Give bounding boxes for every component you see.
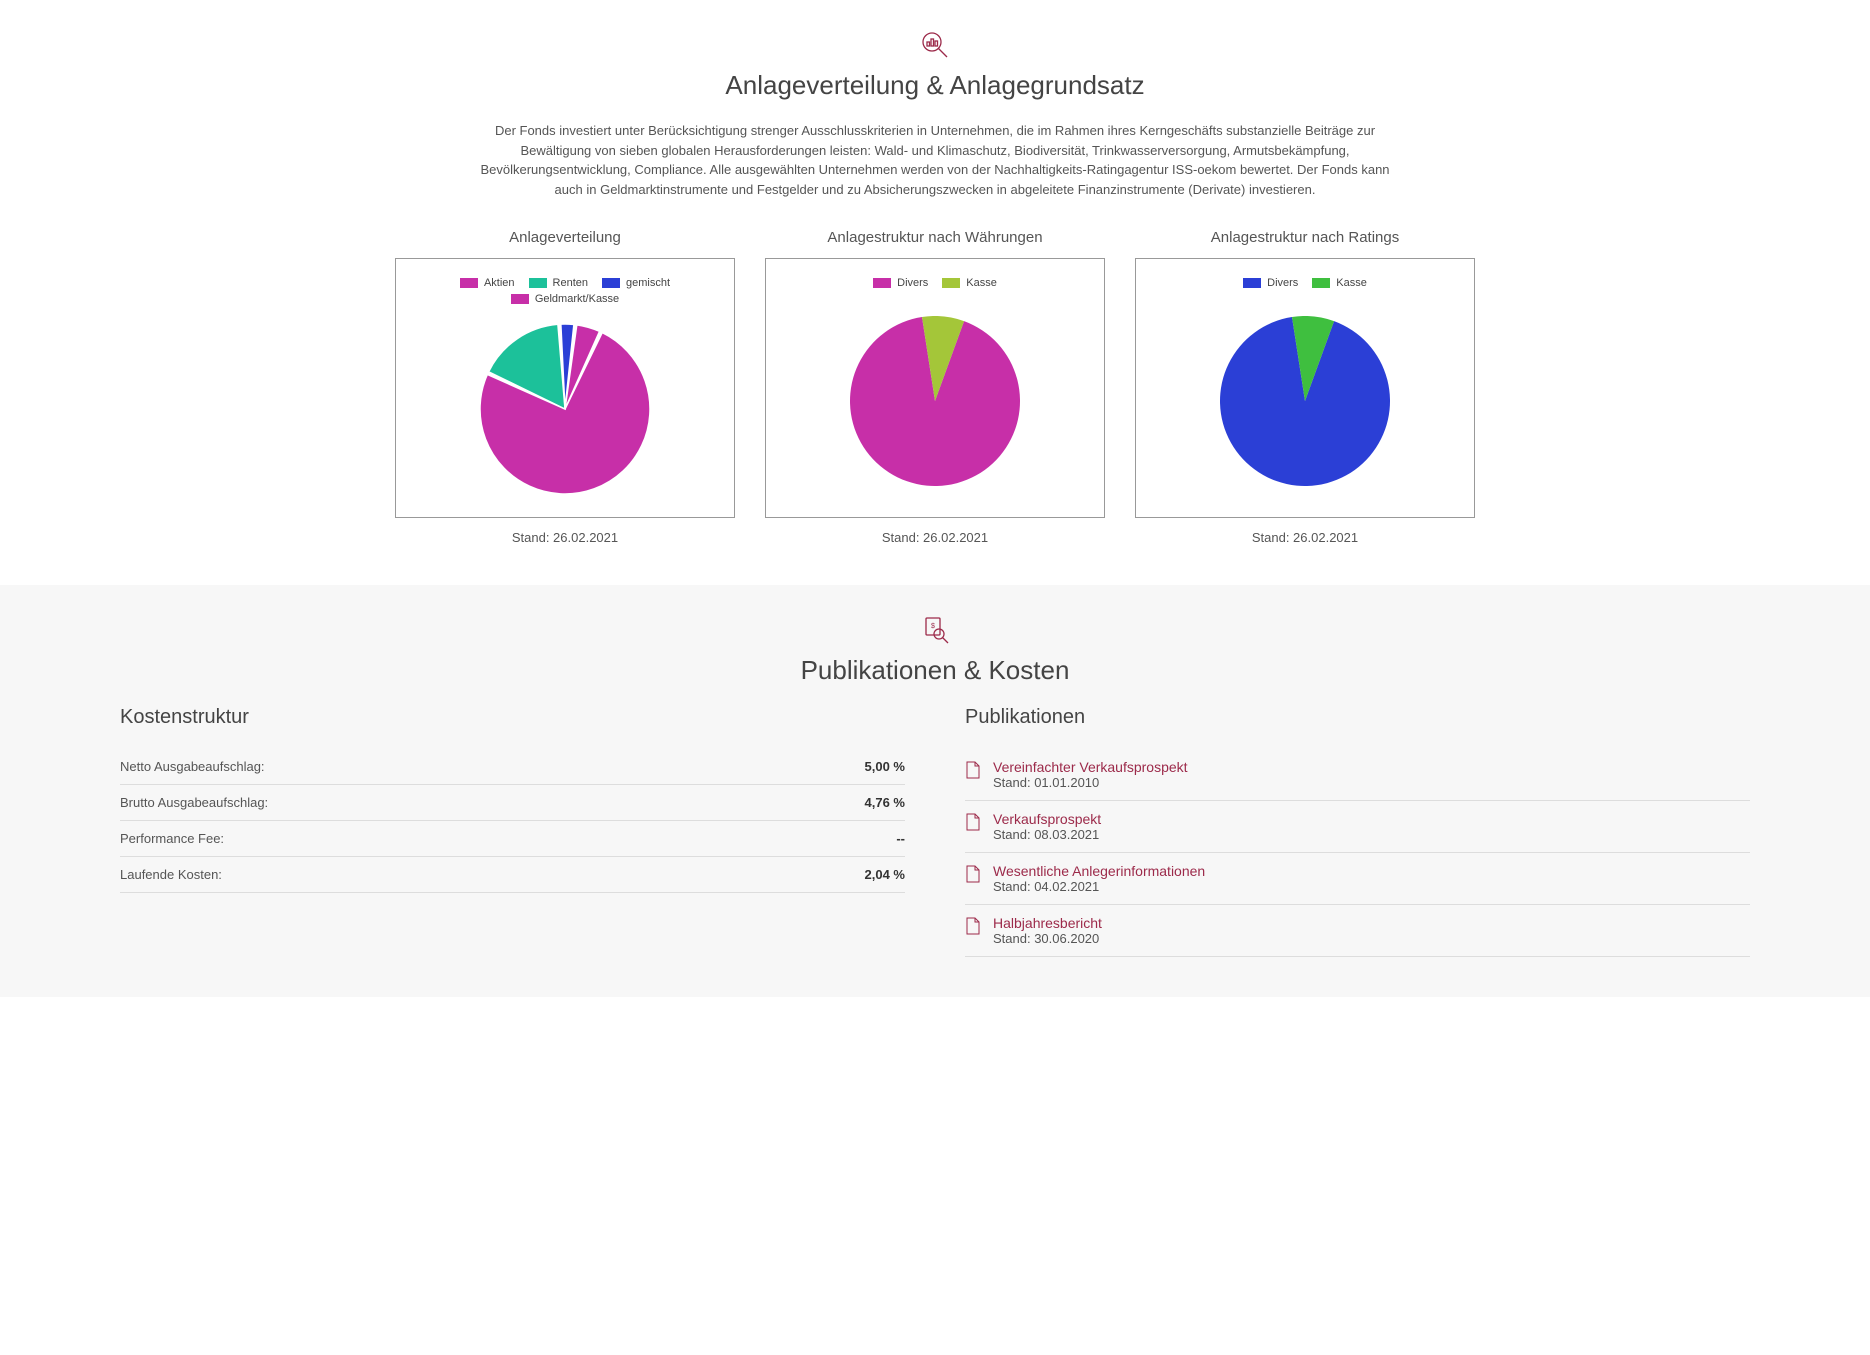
pdf-icon: [965, 813, 981, 836]
legend-swatch: [1243, 278, 1261, 288]
costs-column: Kostenstruktur Netto Ausgabeaufschlag: 5,…: [120, 706, 905, 957]
legend-item: Geldmarkt/Kasse: [511, 293, 619, 305]
cost-value: --: [896, 831, 905, 846]
publications-column: Publikationen Vereinfachter Verkaufspros…: [965, 706, 1750, 957]
chart-column: Anlageverteilung Aktien Renten gemischt Geld…: [395, 229, 735, 545]
cost-value: 5,00 %: [865, 759, 905, 774]
chart-footer: Stand: 26.02.2021: [765, 530, 1105, 545]
chart-column: Anlagestruktur nach Währungen Divers Kasse…: [765, 229, 1105, 545]
cost-value: 2,04 %: [865, 867, 905, 882]
publications-heading: Publikationen: [965, 706, 1750, 729]
publication-date: Stand: 01.01.2010: [993, 775, 1188, 790]
publication-title[interactable]: Vereinfachter Verkaufsprospekt: [993, 759, 1188, 775]
pdf-icon: [965, 865, 981, 888]
legend-swatch: [511, 294, 529, 304]
chart-name: Anlageverteilung: [395, 229, 735, 246]
document-search-icon: $: [120, 615, 1750, 645]
allocation-title: Anlageverteilung & Anlagegrundsatz: [120, 70, 1750, 101]
legend-item: Divers: [873, 277, 928, 289]
pdf-icon: [965, 761, 981, 784]
chart-column: Anlagestruktur nach Ratings Divers Kasse St…: [1135, 229, 1475, 545]
legend-label: Divers: [1267, 277, 1298, 289]
charts-row: Anlageverteilung Aktien Renten gemischt Geld…: [120, 229, 1750, 545]
publication-title[interactable]: Verkaufsprospekt: [993, 811, 1101, 827]
legend-swatch: [942, 278, 960, 288]
legend-swatch: [1312, 278, 1330, 288]
pdf-icon: [965, 917, 981, 940]
chart-legend: Divers Kasse: [1243, 277, 1367, 289]
allocation-intro: Der Fonds investiert unter Berücksichtig…: [475, 121, 1395, 199]
chart-box: Aktien Renten gemischt Geldmarkt/Kasse: [395, 258, 735, 518]
allocation-section: Anlageverteilung & Anlagegrundsatz Der F…: [0, 0, 1870, 585]
cost-label: Laufende Kosten:: [120, 867, 222, 882]
publication-row[interactable]: Vereinfachter Verkaufsprospekt Stand: 01…: [965, 749, 1750, 801]
pie-chart: [480, 311, 650, 507]
publication-date: Stand: 08.03.2021: [993, 827, 1101, 842]
pie-chart: [850, 295, 1020, 507]
chart-name: Anlagestruktur nach Ratings: [1135, 229, 1475, 246]
legend-label: gemischt: [626, 277, 670, 289]
cost-row: Performance Fee: --: [120, 821, 905, 857]
legend-label: Aktien: [484, 277, 515, 289]
legend-label: Kasse: [966, 277, 997, 289]
publication-date: Stand: 30.06.2020: [993, 931, 1102, 946]
legend-label: Renten: [553, 277, 588, 289]
publication-date: Stand: 04.02.2021: [993, 879, 1205, 894]
legend-swatch: [529, 278, 547, 288]
cost-row: Brutto Ausgabeaufschlag: 4,76 %: [120, 785, 905, 821]
cost-label: Performance Fee:: [120, 831, 224, 846]
publication-title[interactable]: Halbjahresbericht: [993, 915, 1102, 931]
legend-item: Renten: [529, 277, 588, 289]
pubcost-title: Publikationen & Kosten: [120, 655, 1750, 686]
cost-row: Netto Ausgabeaufschlag: 5,00 %: [120, 749, 905, 785]
chart-box: Divers Kasse: [765, 258, 1105, 518]
cost-label: Netto Ausgabeaufschlag:: [120, 759, 265, 774]
chart-box: Divers Kasse: [1135, 258, 1475, 518]
publication-title[interactable]: Wesentliche Anlegerinformationen: [993, 863, 1205, 879]
svg-text:$: $: [931, 623, 935, 630]
legend-label: Divers: [897, 277, 928, 289]
chart-legend: Divers Kasse: [873, 277, 997, 289]
chart-footer: Stand: 26.02.2021: [395, 530, 735, 545]
legend-label: Geldmarkt/Kasse: [535, 293, 619, 305]
legend-item: Kasse: [1312, 277, 1367, 289]
legend-item: Divers: [1243, 277, 1298, 289]
legend-swatch: [460, 278, 478, 288]
costs-heading: Kostenstruktur: [120, 706, 905, 729]
legend-swatch: [602, 278, 620, 288]
legend-swatch: [873, 278, 891, 288]
cost-row: Laufende Kosten: 2,04 %: [120, 857, 905, 893]
publication-row[interactable]: Halbjahresbericht Stand: 30.06.2020: [965, 905, 1750, 957]
legend-item: Aktien: [460, 277, 515, 289]
legend-item: Kasse: [942, 277, 997, 289]
cost-value: 4,76 %: [865, 795, 905, 810]
chart-footer: Stand: 26.02.2021: [1135, 530, 1475, 545]
analysis-icon: [120, 30, 1750, 60]
publications-costs-section: $ Publikationen & Kosten Kostenstruktur …: [0, 585, 1870, 997]
publication-row[interactable]: Verkaufsprospekt Stand: 08.03.2021: [965, 801, 1750, 853]
legend-item: gemischt: [602, 277, 670, 289]
chart-name: Anlagestruktur nach Währungen: [765, 229, 1105, 246]
cost-label: Brutto Ausgabeaufschlag:: [120, 795, 268, 810]
pie-chart: [1220, 295, 1390, 507]
legend-label: Kasse: [1336, 277, 1367, 289]
chart-legend: Aktien Renten gemischt Geldmarkt/Kasse: [435, 277, 695, 305]
publication-row[interactable]: Wesentliche Anlegerinformationen Stand: …: [965, 853, 1750, 905]
